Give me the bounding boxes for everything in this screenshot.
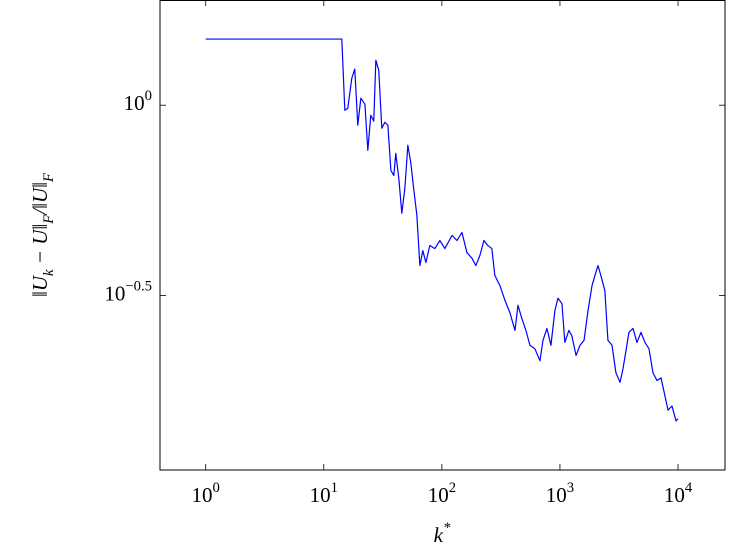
x-axis-label: k* [434, 520, 451, 546]
x-tick-label: 102 [428, 480, 456, 506]
x-tick-label: 104 [664, 480, 693, 506]
y-axis-label: ‖Uk − U‖F/‖U‖F [28, 172, 58, 297]
plot-frame [159, 0, 726, 471]
data-line [205, 38, 679, 422]
x-tick-label: 100 [192, 480, 220, 506]
x-tick-label: 101 [310, 480, 338, 506]
y-tick-label: 10−0.5 [104, 279, 152, 305]
x-tick-label: 103 [546, 480, 574, 506]
y-tick-label: 100 [124, 89, 152, 115]
